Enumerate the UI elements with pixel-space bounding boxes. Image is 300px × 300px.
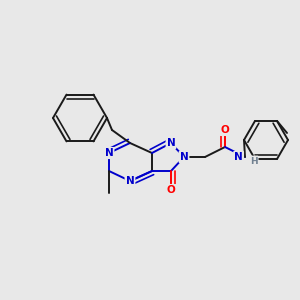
- Text: O: O: [167, 185, 176, 195]
- Text: H: H: [250, 157, 258, 166]
- Text: N: N: [180, 152, 188, 162]
- Text: N: N: [126, 176, 134, 186]
- Text: N: N: [105, 148, 113, 158]
- Text: N: N: [167, 138, 176, 148]
- Text: N: N: [234, 152, 243, 162]
- Text: O: O: [220, 125, 230, 135]
